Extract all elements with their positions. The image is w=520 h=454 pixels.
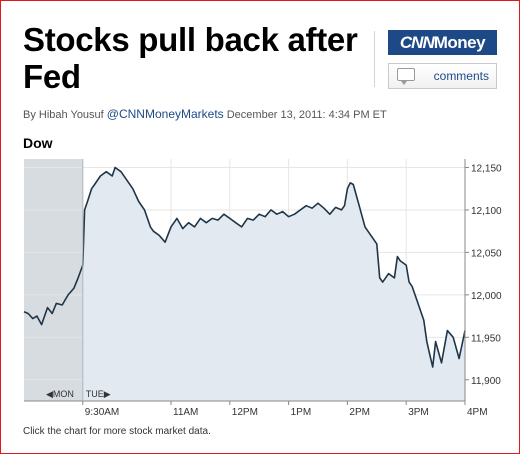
logo-money-text: Money — [433, 33, 486, 52]
speech-bubble-icon — [397, 68, 415, 85]
byline: By Hibah Yousuf @CNNMoneyMarkets Decembe… — [23, 107, 387, 121]
y-tick-label: 12,100 — [471, 206, 502, 217]
y-tick-label: 11,900 — [471, 376, 501, 387]
dow-chart[interactable]: 12,150 12,100 12,050 12,000 11,950 11,900 9:30… — [1, 151, 520, 419]
price-area-fill — [82, 167, 466, 401]
x-tick-label: 11AM — [173, 407, 198, 418]
prev-day-button[interactable]: ◀MON — [46, 389, 74, 399]
cnnmoney-logo[interactable]: CNNMoney — [388, 30, 497, 55]
byline-author: By Hibah Yousuf — [23, 109, 104, 121]
previous-session-shade — [24, 159, 83, 401]
comments-button[interactable]: comments — [388, 63, 497, 89]
chart-title: Dow — [23, 135, 53, 151]
x-tick-label: 4PM — [467, 407, 488, 418]
x-tick-label: 3PM — [408, 407, 429, 418]
y-tick-label: 12,000 — [471, 291, 502, 302]
x-tick-label: 1PM — [291, 407, 312, 418]
chart-footnote: Click the chart for more stock market da… — [23, 426, 211, 437]
x-tick-label: 2PM — [349, 407, 370, 418]
logo-cnn-text: CNN — [399, 33, 435, 52]
article-headline: Stocks pull back after Fed — [23, 21, 358, 95]
y-tick-label: 12,050 — [471, 248, 502, 259]
next-day-button[interactable]: TUE▶ — [86, 389, 111, 399]
y-tick-label: 12,150 — [471, 163, 502, 174]
header-divider — [374, 31, 375, 87]
dow-price-line — [23, 166, 466, 368]
x-tick-label: 12PM — [232, 407, 258, 418]
x-tick-label: 9:30AM — [85, 407, 119, 418]
twitter-handle-link[interactable]: @CNNMoneyMarkets — [106, 107, 224, 121]
comments-label: comments — [433, 69, 489, 83]
y-tick-label: 11,950 — [471, 333, 501, 344]
byline-date: December 13, 2011: 4:34 PM ET — [226, 109, 387, 121]
